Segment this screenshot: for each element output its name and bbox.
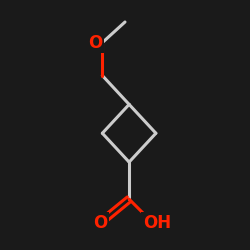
Text: O: O (88, 34, 102, 52)
Text: OH: OH (143, 214, 171, 232)
Text: O: O (93, 214, 108, 232)
